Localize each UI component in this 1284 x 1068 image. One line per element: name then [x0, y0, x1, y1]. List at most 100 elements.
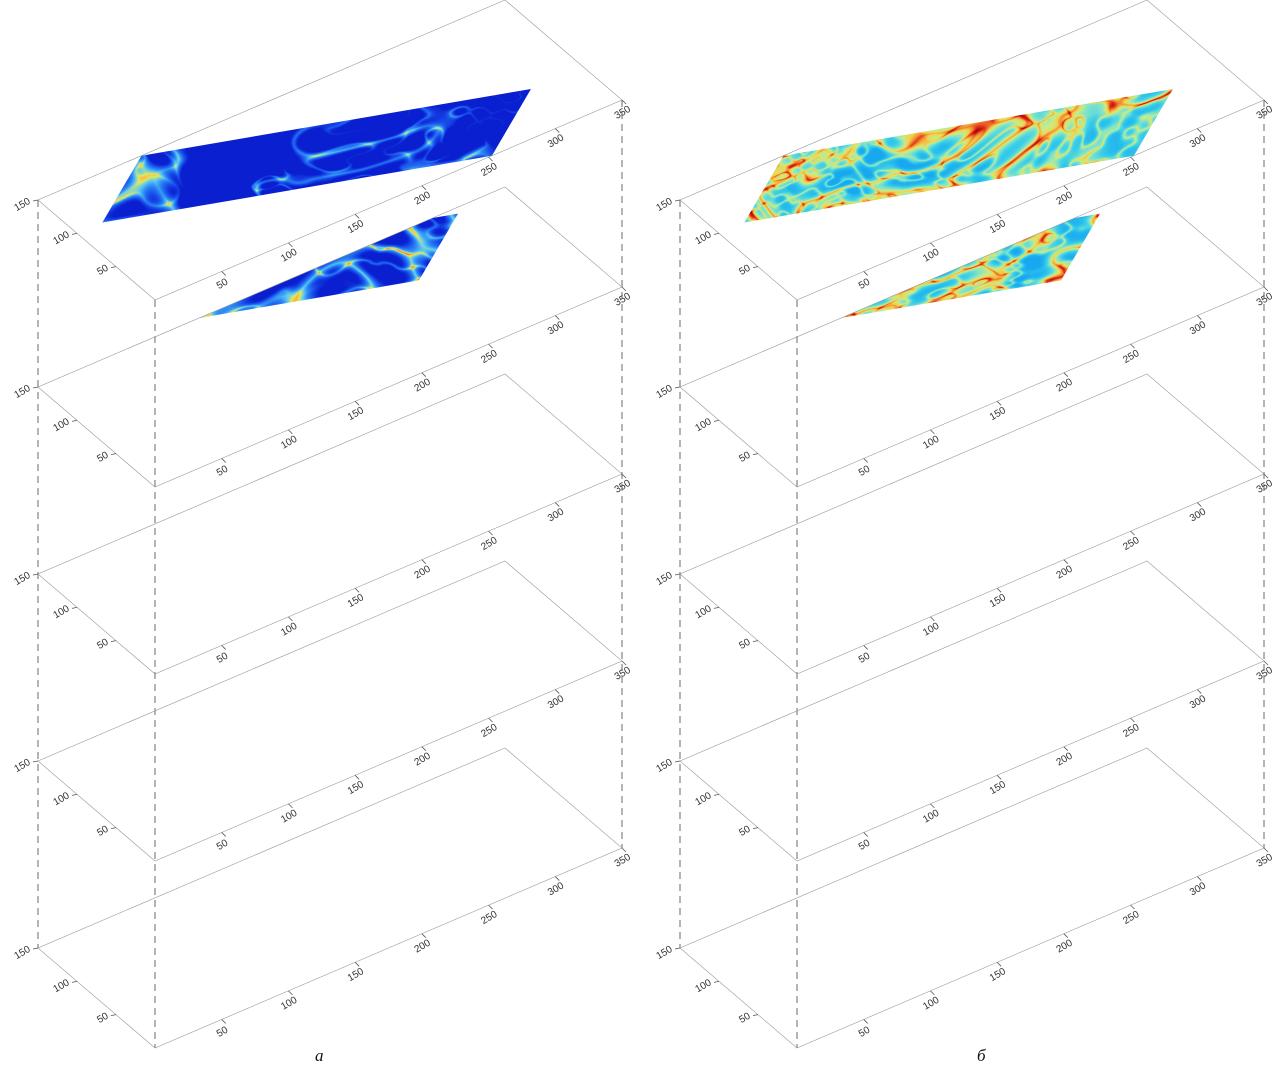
y-tick: [32, 199, 39, 202]
y-tick: [674, 199, 681, 202]
y-tick-label: 150: [13, 196, 33, 214]
slice-outline: [37, 560, 623, 862]
x-tick-label: 50: [857, 277, 873, 292]
x-tick-label: 50: [215, 838, 231, 853]
x-tick: [863, 1019, 868, 1024]
panel-b-plot: 50 100 150 200 250 300 350 50 100 150 50 100 150 200 2…: [655, 0, 1275, 1049]
x-tick-label: 50: [857, 651, 873, 666]
x-tick-label: 350: [1255, 291, 1275, 309]
x-tick: [1130, 156, 1135, 162]
x-tick-label: 150: [346, 218, 366, 236]
slice-3: 50 100 150 200 250 300 350 50 100 150: [655, 373, 1275, 675]
x-tick: [1197, 315, 1202, 320]
x-tick-label: 250: [479, 348, 499, 366]
x-tick: [996, 214, 1002, 219]
x-tick-label: 150: [988, 592, 1008, 610]
x-tick: [930, 803, 935, 809]
x-tick-label: 300: [546, 880, 566, 898]
panel-a: 50 100 150 200 250 300 350 50 100 150 50 100 150 200 2…: [13, 0, 633, 1065]
y-tick: [713, 232, 720, 235]
y-tick-label: 100: [52, 977, 72, 995]
x-tick-label: 250: [1121, 535, 1141, 553]
x-tick-label: 350: [613, 478, 633, 496]
panel-b-label: б: [977, 1046, 986, 1065]
slice-4: 50 100 150 200 250 300 350 50 100 150: [13, 560, 633, 862]
y-tick-label: 100: [52, 416, 72, 434]
x-tick: [1130, 530, 1135, 536]
x-tick: [996, 588, 1002, 593]
x-tick-label: 250: [1121, 161, 1141, 179]
x-tick-label: 150: [346, 405, 366, 423]
y-tick: [713, 793, 720, 796]
slice-outline: [37, 373, 623, 675]
x-tick: [354, 962, 360, 967]
x-tick-label: 300: [1188, 132, 1208, 150]
x-tick-label: 100: [921, 808, 941, 826]
x-tick-label: 300: [1188, 880, 1208, 898]
slice-2: 50 100 150 200 250 300 350 50 100 150: [655, 186, 1275, 488]
y-tick-label: 150: [655, 196, 675, 214]
x-tick-label: 250: [479, 909, 499, 927]
x-tick: [288, 990, 293, 996]
x-tick: [1263, 847, 1269, 853]
slice-heatmap: [37, 748, 279, 788]
y-tick: [752, 640, 759, 643]
x-tick-label: 250: [1121, 348, 1141, 366]
slice-heatmap: [680, 186, 1140, 414]
x-tick-label: 150: [988, 405, 1008, 423]
slice-outline: [679, 186, 1265, 488]
x-tick-label: 100: [921, 434, 941, 452]
y-tick: [110, 640, 117, 643]
x-tick-label: 250: [479, 161, 499, 179]
x-tick-label: 200: [1055, 750, 1075, 768]
x-tick: [1063, 185, 1069, 190]
y-tick: [752, 453, 759, 456]
x-tick: [288, 616, 293, 622]
x-tick-label: 150: [988, 966, 1008, 984]
slice-2: 50 100 150 200 250 300 350 50 100 150: [13, 186, 633, 488]
x-tick: [488, 530, 493, 536]
y-tick-label: 100: [52, 603, 72, 621]
x-tick-label: 50: [215, 277, 231, 292]
slice-heatmap: [37, 374, 425, 539]
y-tick: [110, 453, 117, 456]
x-tick: [555, 689, 560, 694]
x-tick-label: 150: [346, 779, 366, 797]
x-tick-label: 100: [279, 621, 299, 639]
y-tick-label: 50: [737, 824, 753, 839]
y-tick: [71, 980, 78, 983]
x-tick-label: 350: [1255, 852, 1275, 870]
y-tick: [32, 947, 39, 950]
slice-heatmap: [680, 374, 1067, 539]
y-tick-label: 150: [13, 944, 33, 962]
x-tick-label: 100: [279, 434, 299, 452]
x-tick-label: 300: [546, 319, 566, 337]
x-tick: [221, 645, 226, 650]
slice-outline: [679, 747, 1265, 1049]
y-tick-label: 100: [694, 229, 714, 247]
x-tick: [288, 803, 293, 809]
x-tick-label: 50: [215, 464, 231, 479]
x-tick-label: 150: [988, 779, 1008, 797]
x-tick: [1263, 473, 1269, 479]
x-tick: [555, 128, 560, 133]
y-tick: [32, 573, 39, 576]
x-tick: [863, 458, 868, 463]
x-tick-label: 100: [921, 247, 941, 265]
x-tick-label: 350: [613, 665, 633, 683]
y-tick: [752, 1014, 759, 1017]
x-tick: [930, 616, 935, 622]
y-tick-label: 100: [694, 790, 714, 808]
x-tick: [996, 775, 1002, 780]
x-tick: [221, 271, 226, 276]
y-tick: [674, 760, 681, 763]
x-tick: [354, 401, 360, 406]
x-tick-label: 50: [215, 1025, 231, 1040]
x-tick-label: 100: [279, 247, 299, 265]
x-tick: [555, 502, 560, 507]
slice-outline: [37, 186, 623, 488]
slice-5: 50 100 150 200 250 300 350 50 100 150: [13, 747, 633, 1049]
x-tick-label: 350: [613, 852, 633, 870]
x-tick: [621, 473, 627, 479]
